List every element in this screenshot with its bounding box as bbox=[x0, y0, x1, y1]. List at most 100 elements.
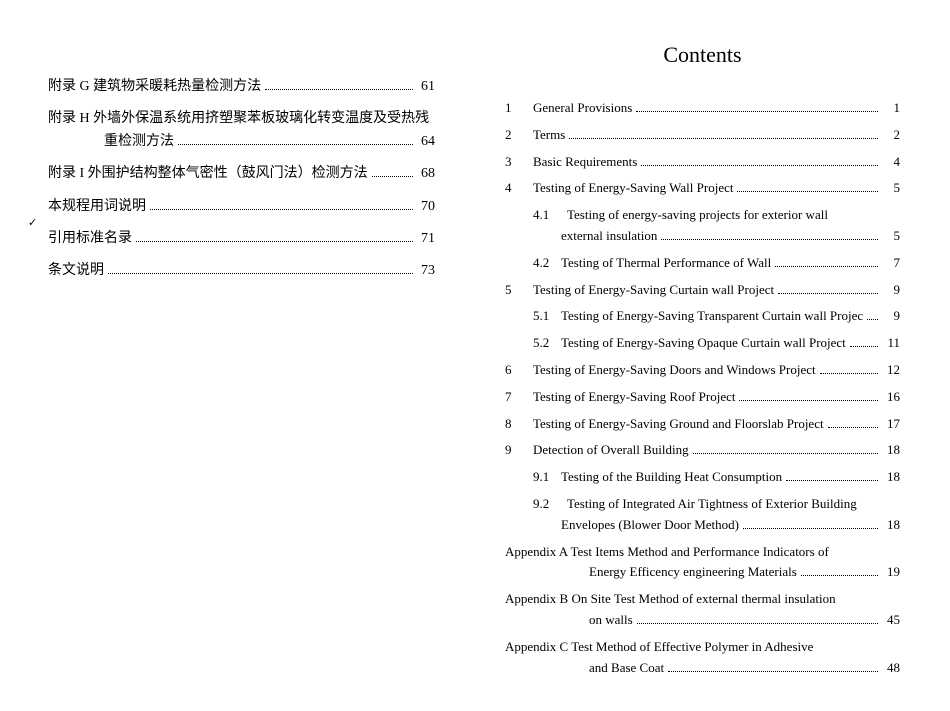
toc-entry: 引用标准名录71 bbox=[48, 228, 435, 250]
toc-label: Testing of Energy-Saving Roof Project bbox=[533, 387, 735, 408]
toc-dots bbox=[108, 273, 413, 274]
toc-dots bbox=[661, 239, 878, 240]
toc-dots bbox=[828, 427, 878, 428]
toc-dots bbox=[739, 400, 878, 401]
contents-title: Contents bbox=[505, 42, 900, 68]
toc-dots bbox=[775, 266, 878, 267]
toc-number: 5.1 bbox=[533, 306, 553, 327]
toc-entry: 3Basic Requirements4 bbox=[505, 152, 900, 173]
toc-label: Appendix A Test Items Method and Perform… bbox=[505, 544, 829, 559]
toc-label: Testing of Energy-Saving Wall Project bbox=[533, 178, 733, 199]
toc-dots bbox=[737, 191, 878, 192]
toc-label: 条文说明 bbox=[48, 260, 104, 282]
toc-label-line1: Appendix A Test Items Method and Perform… bbox=[505, 542, 900, 563]
toc-page-number: 61 bbox=[417, 76, 435, 98]
toc-page-number: 19 bbox=[882, 562, 900, 583]
toc-label: General Provisions bbox=[533, 98, 632, 119]
toc-number: 8 bbox=[505, 414, 525, 435]
toc-dots bbox=[786, 480, 878, 481]
toc-entry: 1General Provisions1 bbox=[505, 98, 900, 119]
toc-entry: 4.2 Testing of Thermal Performance of Wal… bbox=[505, 253, 900, 274]
toc-entry: 4.1 Testing of energy-saving projects for… bbox=[505, 205, 900, 247]
toc-number: 4.2 bbox=[533, 253, 553, 274]
toc-label-line1: Appendix C Test Method of Effective Poly… bbox=[505, 637, 900, 658]
toc-number: 7 bbox=[505, 387, 525, 408]
toc-dots bbox=[569, 138, 878, 139]
toc-page-number: 73 bbox=[417, 260, 435, 282]
toc-page-number: 12 bbox=[882, 360, 900, 381]
toc-dots bbox=[778, 293, 878, 294]
toc-label: external insulation bbox=[561, 226, 657, 247]
toc-label: 引用标准名录 bbox=[48, 228, 132, 250]
toc-page-number: 18 bbox=[882, 515, 900, 536]
toc-dots bbox=[265, 89, 413, 90]
toc-number: 6 bbox=[505, 360, 525, 381]
toc-label-line2: Energy Efficency engineering Materials 19 bbox=[505, 562, 900, 583]
toc-label: Appendix C Test Method of Effective Poly… bbox=[505, 639, 813, 654]
toc-entry: 5.1Testing of Energy-Saving Transparent … bbox=[505, 306, 900, 327]
toc-number: 4.1 bbox=[533, 205, 559, 226]
toc-label-line1: Appendix B On Site Test Method of extern… bbox=[505, 589, 900, 610]
toc-label: Testing of Energy-Saving Curtain wall Pr… bbox=[533, 280, 774, 301]
toc-page-number: 11 bbox=[882, 333, 900, 354]
toc-page-number: 64 bbox=[417, 131, 435, 153]
toc-label: Testing of the Building Heat Consumption bbox=[561, 467, 782, 488]
toc-label: Envelopes (Blower Door Method) bbox=[561, 515, 739, 536]
toc-label-line2: 重检测方法64 bbox=[48, 131, 435, 153]
toc-label-line1: 附录 H 外墙外保温系统用挤塑聚苯板玻璃化转变温度及受热残 bbox=[48, 108, 435, 130]
toc-page-number: 7 bbox=[882, 253, 900, 274]
toc-label: Appendix B On Site Test Method of extern… bbox=[505, 591, 836, 606]
toc-number: 5 bbox=[505, 280, 525, 301]
toc-dots bbox=[668, 671, 878, 672]
toc-number: 9 bbox=[505, 440, 525, 461]
toc-entry: 条文说明 73 bbox=[48, 260, 435, 282]
toc-label-line2: Envelopes (Blower Door Method) 18 bbox=[505, 515, 900, 536]
toc-label: Testing of Thermal Performance of Wall bbox=[561, 253, 771, 274]
toc-dots bbox=[820, 373, 878, 374]
toc-number: 9.1 bbox=[533, 467, 553, 488]
toc-page-number: 16 bbox=[882, 387, 900, 408]
toc-dots bbox=[636, 111, 878, 112]
toc-label-line2: on walls45 bbox=[505, 610, 900, 631]
toc-label: Terms bbox=[533, 125, 565, 146]
left-toc-list: 附录 G 建筑物采暖耗热量检测方法61 附录 H 外墙外保温系统用挤塑聚苯板玻璃化… bbox=[48, 76, 435, 283]
toc-page-number: 9 bbox=[882, 306, 900, 327]
toc-entry: 9.2Testing of Integrated Air Tightness o… bbox=[505, 494, 900, 536]
toc-entry: 9Detection of Overall Building18 bbox=[505, 440, 900, 461]
toc-dots bbox=[150, 209, 413, 210]
toc-page-number: 9 bbox=[882, 280, 900, 301]
toc-label: Detection of Overall Building bbox=[533, 440, 689, 461]
toc-entry: 附录 G 建筑物采暖耗热量检测方法61 bbox=[48, 76, 435, 98]
toc-page-number: 68 bbox=[417, 163, 435, 185]
toc-page-number: 17 bbox=[882, 414, 900, 435]
toc-entry: 附录 I 外围护结构整体气密性（鼓风门法）检测方法68 bbox=[48, 163, 435, 185]
toc-entry: 4Testing of Energy-Saving Wall Project5 bbox=[505, 178, 900, 199]
toc-dots bbox=[136, 241, 413, 242]
toc-label: Energy Efficency engineering Materials bbox=[589, 562, 797, 583]
toc-page-number: 1 bbox=[882, 98, 900, 119]
toc-entry: Appendix C Test Method of Effective Poly… bbox=[505, 637, 900, 679]
toc-dots bbox=[867, 319, 878, 320]
toc-label: and Base Coat bbox=[589, 658, 664, 679]
toc-label: Testing of Energy-Saving Ground and Floo… bbox=[533, 414, 824, 435]
toc-entry: Appendix B On Site Test Method of extern… bbox=[505, 589, 900, 631]
toc-label-line2: and Base Coat 48 bbox=[505, 658, 900, 679]
toc-dots bbox=[850, 346, 878, 347]
toc-label: Testing of energy-saving projects for ex… bbox=[567, 207, 828, 222]
toc-dots bbox=[693, 453, 878, 454]
toc-entry: 9.1 Testing of the Building Heat Consumpt… bbox=[505, 467, 900, 488]
toc-label: Testing of Energy-Saving Doors and Windo… bbox=[533, 360, 816, 381]
toc-number: 5.2 bbox=[533, 333, 553, 354]
toc-number: 2 bbox=[505, 125, 525, 146]
toc-dots bbox=[178, 144, 413, 145]
toc-page-number: 5 bbox=[882, 226, 900, 247]
toc-label: Testing of Energy-Saving Opaque Curtain … bbox=[561, 333, 846, 354]
toc-dots bbox=[641, 165, 878, 166]
toc-page-number: 48 bbox=[882, 658, 900, 679]
toc-dots bbox=[743, 528, 878, 529]
toc-number: 3 bbox=[505, 152, 525, 173]
checkmark: ✓ bbox=[28, 216, 37, 229]
toc-label: Testing of Integrated Air Tightness of E… bbox=[567, 496, 857, 511]
toc-entry: 5 Testing of Energy-Saving Curtain wall P… bbox=[505, 280, 900, 301]
toc-page-number: 18 bbox=[882, 467, 900, 488]
